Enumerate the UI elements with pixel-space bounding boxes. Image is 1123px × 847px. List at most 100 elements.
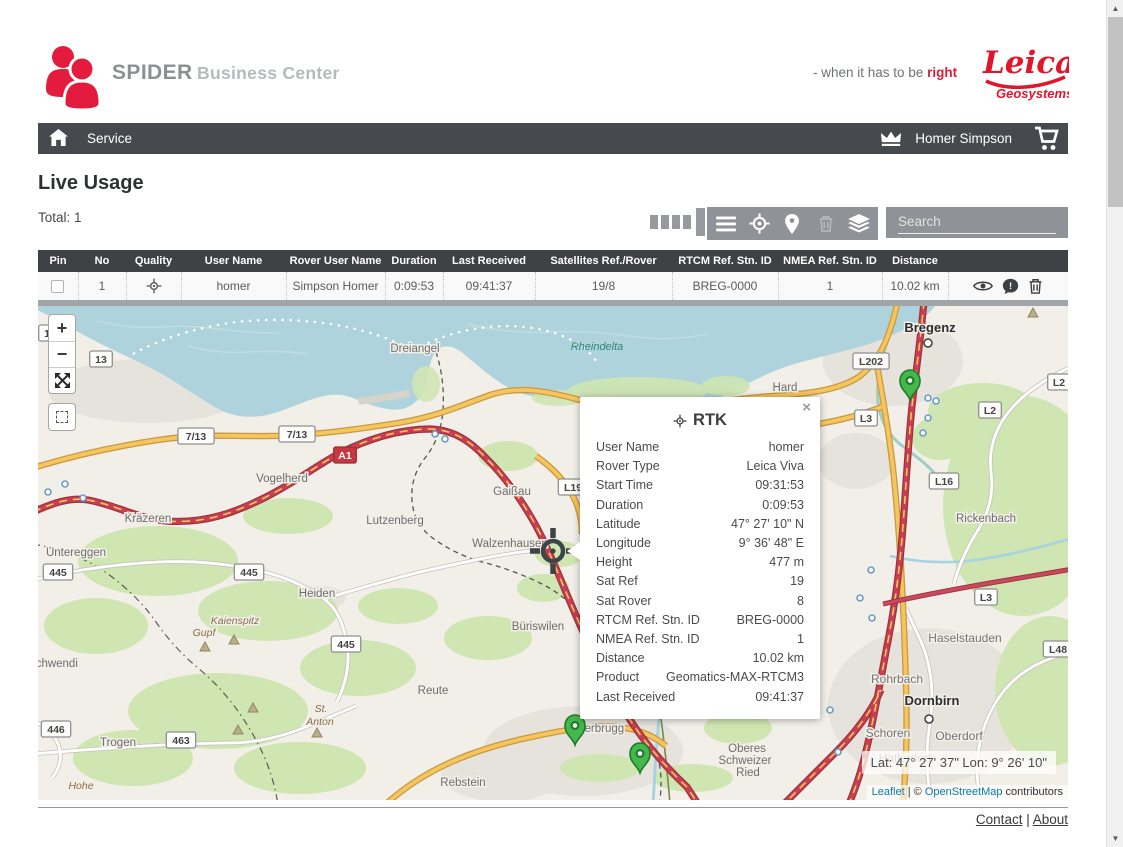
attribution-suffix: contributors [1002,786,1063,798]
scroll-up-button[interactable]: ▲ [1107,0,1123,17]
popup-row: Duration 0:09:53 [596,496,804,515]
layers-button[interactable] [845,210,873,238]
brand-name: SPIDER [112,61,193,84]
locate-button[interactable] [745,210,773,238]
leica-wordmark: Leica [982,45,1069,81]
popup-row: Last Received 09:41:37 [596,688,804,707]
popup-row-value: 19 [790,574,804,589]
cell-no: 1 [77,272,126,300]
map-label: Gupf [193,627,217,639]
rtk-popup: × RTK User Name homer Rover Type Leica Viva… [567,397,820,719]
brand-line: SPIDER Business Center [112,61,340,85]
popup-row-value: Geomatics-MAX-RTCM3 [666,670,804,685]
alert-bubble-icon: ! [1003,278,1019,294]
popup-row-value: BREG-0000 [736,612,804,627]
col-last-received[interactable]: Last Received [443,250,535,272]
popup-row-label: RTCM Ref. Stn. ID [596,612,700,627]
fullscreen-button[interactable] [49,367,75,393]
popup-row: NMEA Ref. Stn. ID 1 [596,630,804,649]
map[interactable]: Dreiangel Rheindelta Hard Bregenz Vogelherd K… [38,306,1068,800]
popup-row: User Name homer [596,438,804,457]
col-quality[interactable]: Quality [126,250,181,272]
popup-row-label: Sat Ref [596,574,638,589]
browser-scrollbar[interactable]: ▲ ▼ [1106,0,1123,847]
popup-row: Sat Rover 8 [596,592,804,611]
map-label: Bregenz [904,320,956,335]
popup-row: RTCM Ref. Stn. ID BREG-0000 [596,611,804,630]
popup-row: Longitude 9° 36' 48" E [596,534,804,553]
map-toolbar [707,207,878,240]
col-rtcm[interactable]: RTCM Ref. Stn. ID [672,250,778,272]
scroll-down-button[interactable]: ▼ [1107,830,1123,847]
table-map-divider [38,300,1068,306]
road-shield: L2 [978,401,1002,419]
rover-position-marker[interactable] [530,528,576,574]
mouse-coordinates: Lat: 47° 27' 37" Lon: 9° 26' 10" [861,751,1056,774]
fullscreen-icon [54,373,70,388]
popup-row: Product Geomatics-MAX-RTCM3 [596,668,804,687]
delete-button[interactable] [812,210,840,238]
row-view-button[interactable] [973,279,994,293]
map-label: Rebstein [440,777,485,789]
map-label: Oberdorf [935,729,983,743]
row-message-button[interactable]: ! [1002,278,1019,295]
col-satellites[interactable]: Satellites Ref./Rover [535,250,672,272]
col-nmea[interactable]: NMEA Ref. Stn. ID [778,250,882,272]
marker-button[interactable] [778,210,806,238]
rtk-quality-icon [146,278,161,294]
svg-text:L48: L48 [1049,644,1067,656]
about-link[interactable]: About [1032,812,1068,827]
row-delete-button[interactable] [1028,277,1043,295]
zoom-in-button[interactable]: + [56,317,68,338]
svg-text:445: 445 [337,639,355,651]
popup-row: Height 477 m [596,553,804,572]
contact-link[interactable]: Contact [975,812,1023,827]
map-label: Kaienspitz [211,615,260,627]
col-duration[interactable]: Duration [385,250,443,272]
nav-item-service[interactable]: Service [87,131,133,146]
cart-icon [1035,126,1059,150]
search-input[interactable] [898,211,1056,234]
road-shield: 463 [165,731,197,749]
table-header-row: Pin No Quality User Name Rover User Name… [38,250,1068,272]
popup-row-label: Start Time [596,478,653,493]
scrollbar-thumb[interactable] [1108,17,1123,207]
col-no[interactable]: No [78,250,126,272]
col-distance[interactable]: Distance [882,250,948,272]
locate-icon [749,213,770,234]
popup-row-label: Sat Rover [596,593,652,608]
osm-link[interactable]: OpenStreetMap [924,786,1003,798]
box-zoom-button[interactable] [48,403,76,431]
cell-quality [125,272,181,300]
brand-suffix: Business Center [197,63,340,83]
pin-checkbox[interactable] [51,280,65,294]
road-shield: L16 [928,472,960,490]
tagline-accent: right [927,65,958,80]
cell-last-received: 09:41:37 [442,272,535,300]
svg-text:L2: L2 [984,405,996,417]
map-canvas[interactable]: Dreiangel Rheindelta Hard Bregenz Vogelherd K… [38,306,1068,800]
cart-button[interactable] [1033,126,1060,151]
cell-nmea: 1 [777,272,882,300]
user-menu[interactable]: Homer Simpson [915,131,1012,146]
col-rover-user-name[interactable]: Rover User Name [286,250,385,272]
leaflet-link[interactable]: Leaflet [871,786,905,798]
popup-row-label: Product [596,670,640,685]
popup-row-label: Longitude [596,536,651,551]
popup-row: Sat Ref 19 [596,572,804,591]
map-label: Schoren [866,726,911,740]
col-user-name[interactable]: User Name [181,250,286,272]
popup-close-button[interactable]: × [802,399,811,416]
map-label: Schweizer [718,755,771,767]
zoom-out-button[interactable]: − [49,341,75,367]
home-button[interactable] [49,128,68,149]
box-zoom-icon [56,411,68,423]
list-view-button[interactable] [712,210,740,238]
col-pin[interactable]: Pin [38,250,78,272]
popup-row-value: 47° 27' 10" N [731,516,804,531]
map-label: Rohrbach [871,672,923,686]
road-shield: L202 [852,352,890,370]
popup-row-label: NMEA Ref. Stn. ID [596,632,700,647]
table-row[interactable]: 1 homer Simpson Homer 0:09:53 09:41:37 1… [38,272,1068,300]
popup-row-value: 9° 36' 48" E [738,536,804,551]
